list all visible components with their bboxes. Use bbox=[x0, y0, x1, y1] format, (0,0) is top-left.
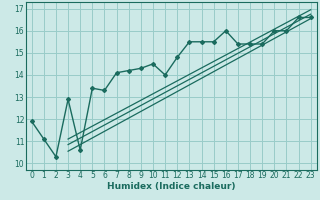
X-axis label: Humidex (Indice chaleur): Humidex (Indice chaleur) bbox=[107, 182, 236, 191]
